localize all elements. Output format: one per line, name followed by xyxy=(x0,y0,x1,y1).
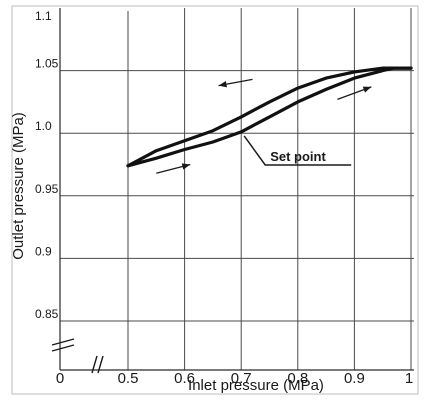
plot-border xyxy=(11,5,419,395)
x-tick-label: 0.9 xyxy=(344,370,365,387)
grid xyxy=(59,8,414,371)
y-tick-label: 0.9 xyxy=(35,244,52,258)
direction-arrow-head xyxy=(181,163,191,170)
axis-breaks xyxy=(51,338,104,374)
x-axis-break-mark xyxy=(91,355,98,374)
annotation-layer: Set point xyxy=(243,135,352,166)
x-tick-label: 0.8 xyxy=(287,370,308,387)
y-tick-label: 1.0 xyxy=(35,119,52,133)
set-point-leader-line xyxy=(243,135,352,166)
y-tick-label: 1.05 xyxy=(35,57,59,71)
direction-arrow-head xyxy=(218,81,228,88)
x-axis-label: Inlet pressure (MPa) xyxy=(188,377,324,394)
series-line-1 xyxy=(126,66,413,168)
x-tick-label: 0.5 xyxy=(118,370,139,387)
y-axis-break-mark xyxy=(51,338,75,346)
y-tick-label: 0.95 xyxy=(35,182,59,196)
set-point-label: Set point xyxy=(270,149,326,164)
x-axis-break-mark xyxy=(97,355,104,374)
y-tick-label: 0.85 xyxy=(35,307,59,321)
direction-arrow-head xyxy=(362,86,372,93)
x-tick-label: 0.7 xyxy=(231,370,252,387)
x-tick-labels: 0 0.5 0.6 0.7 0.8 0.9 1 xyxy=(56,370,413,387)
y-axis-label: Outlet pressure (MPa) xyxy=(10,112,27,260)
y-tick-label: 1.1 xyxy=(35,9,52,23)
series-layer xyxy=(126,66,413,168)
x-tick-label: 0 xyxy=(56,370,64,387)
x-tick-label: 1 xyxy=(405,370,413,387)
x-tick-label: 0.6 xyxy=(174,370,195,387)
series-line-2 xyxy=(126,66,413,168)
y-axis-break-mark xyxy=(51,344,75,352)
direction-arrows xyxy=(156,78,372,174)
y-tick-labels: 0.85 0.9 0.95 1.0 1.05 1.1 xyxy=(35,9,59,321)
